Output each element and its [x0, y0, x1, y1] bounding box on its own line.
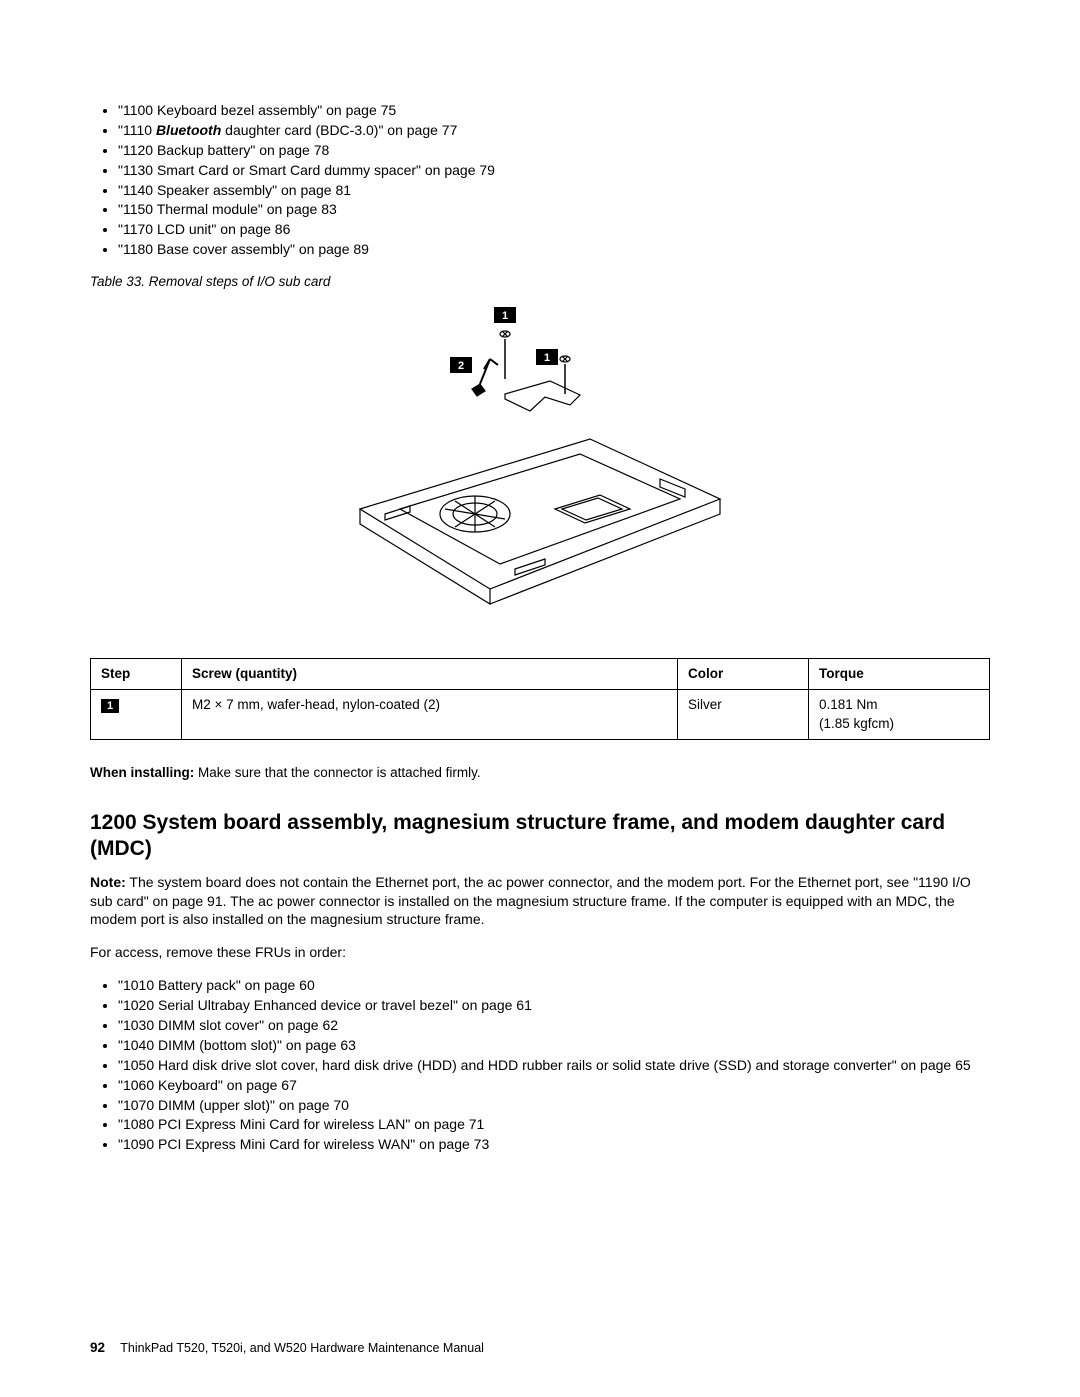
prerequisite-list-bottom: "1010 Battery pack" on page 60"1020 Seri… — [90, 976, 990, 1154]
callout-1b: 1 — [544, 352, 550, 364]
removal-diagram: 1 2 1 — [90, 299, 990, 634]
th-color: Color — [678, 659, 809, 690]
callout-2: 2 — [458, 360, 464, 372]
th-step: Step — [91, 659, 182, 690]
list-item: "1080 PCI Express Mini Card for wireless… — [118, 1115, 990, 1134]
note-paragraph: Note: The system board does not contain … — [90, 873, 990, 930]
cell-color: Silver — [678, 690, 809, 739]
list-item: "1090 PCI Express Mini Card for wireless… — [118, 1135, 990, 1154]
list-item: "1130 Smart Card or Smart Card dummy spa… — [118, 161, 990, 180]
list-item: "1030 DIMM slot cover" on page 62 — [118, 1016, 990, 1035]
list-item: "1100 Keyboard bezel assembly" on page 7… — [118, 101, 990, 120]
table-row: 1 M2 × 7 mm, wafer-head, nylon-coated (2… — [91, 690, 990, 739]
prerequisite-list-top: "1100 Keyboard bezel assembly" on page 7… — [90, 101, 990, 259]
install-note: When installing: Make sure that the conn… — [90, 764, 990, 782]
th-torque: Torque — [809, 659, 990, 690]
list-item: "1170 LCD unit" on page 86 — [118, 220, 990, 239]
list-item: "1110 Bluetooth daughter card (BDC-3.0)"… — [118, 121, 990, 140]
list-item: "1120 Backup battery" on page 78 — [118, 141, 990, 160]
footer-title: ThinkPad T520, T520i, and W520 Hardware … — [120, 1341, 484, 1355]
list-item: "1040 DIMM (bottom slot)" on page 63 — [118, 1036, 990, 1055]
cell-screw: M2 × 7 mm, wafer-head, nylon-coated (2) — [182, 690, 678, 739]
table-caption: Table 33. Removal steps of I/O sub card — [90, 273, 990, 291]
list-item: "1150 Thermal module" on page 83 — [118, 200, 990, 219]
section-heading: 1200 System board assembly, magnesium st… — [90, 810, 990, 863]
list-item: "1010 Battery pack" on page 60 — [118, 976, 990, 995]
screw-table: Step Screw (quantity) Color Torque 1 M2 … — [90, 658, 990, 740]
access-intro: For access, remove these FRUs in order: — [90, 943, 990, 962]
page-number: 92 — [90, 1340, 105, 1355]
list-item: "1060 Keyboard" on page 67 — [118, 1076, 990, 1095]
list-item: "1140 Speaker assembly" on page 81 — [118, 181, 990, 200]
list-item: "1050 Hard disk drive slot cover, hard d… — [118, 1056, 990, 1075]
cell-torque: 0.181 Nm (1.85 kgfcm) — [809, 690, 990, 739]
th-screw: Screw (quantity) — [182, 659, 678, 690]
page-footer: 92 ThinkPad T520, T520i, and W520 Hardwa… — [90, 1339, 484, 1357]
list-item: "1070 DIMM (upper slot)" on page 70 — [118, 1096, 990, 1115]
callout-1: 1 — [502, 310, 508, 322]
step-badge: 1 — [101, 699, 119, 713]
list-item: "1020 Serial Ultrabay Enhanced device or… — [118, 996, 990, 1015]
list-item: "1180 Base cover assembly" on page 89 — [118, 240, 990, 259]
page: "1100 Keyboard bezel assembly" on page 7… — [0, 0, 1080, 1397]
